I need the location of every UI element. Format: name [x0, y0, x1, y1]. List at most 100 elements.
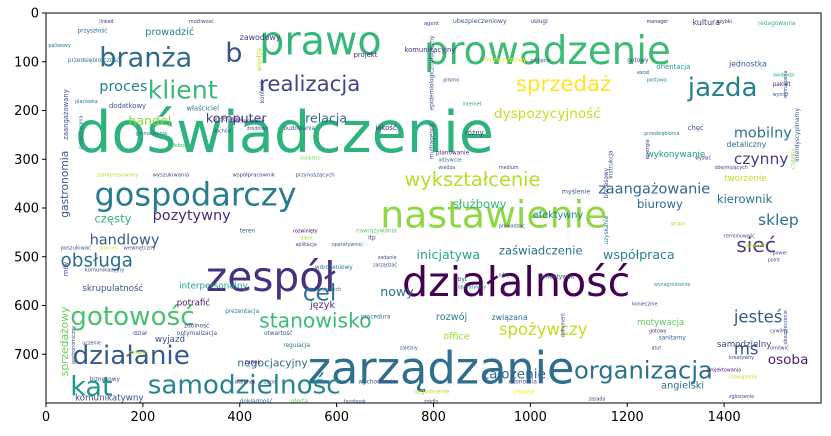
word-35: osoba — [768, 352, 809, 368]
word-1: zarządzanie — [308, 343, 575, 395]
word-106: gromadzenia — [136, 131, 167, 137]
word-91: wyniki — [773, 92, 788, 98]
word-167: dane — [300, 236, 312, 242]
word-89: pakiet — [773, 82, 792, 88]
word-164: współpracownik — [232, 171, 275, 178]
word-136: prezentacja — [225, 309, 259, 315]
x-tick-label-0: 0 — [42, 410, 50, 425]
word-51: prowadzić — [145, 26, 194, 38]
word-189: uzyskanie — [604, 215, 610, 244]
word-52: zawodowy — [240, 33, 281, 42]
word-30: proces — [99, 79, 147, 95]
word-83: agent — [424, 21, 439, 27]
word-59: komunikatywny — [75, 394, 143, 404]
word-42: współpraca — [603, 247, 675, 262]
word-94: przedsiębiorca — [644, 131, 679, 137]
word-112: internet — [463, 102, 482, 108]
word-44: zaświadczenie — [499, 243, 583, 257]
y-tick-label-2: 200 — [14, 104, 39, 119]
word-32: czynny — [734, 150, 789, 168]
word-70: orientacja — [656, 63, 690, 71]
word-138: optymalizacja — [177, 331, 218, 337]
word-149: dokładność — [240, 398, 273, 405]
word-195: ubezpieczenie — [783, 310, 789, 344]
word-0: doświadczenie — [75, 100, 494, 166]
word-105: osobisty — [300, 155, 320, 161]
word-96: obejmujących — [714, 165, 747, 171]
word-178: dokument — [560, 313, 566, 337]
word-187: logiczny — [430, 35, 436, 59]
word-128: wdrożeniowy — [315, 265, 353, 271]
word-84: manager — [647, 19, 669, 25]
word-114: projektowania — [707, 367, 741, 373]
word-17: realizacja — [259, 72, 360, 97]
word-4: nastawienie — [380, 193, 607, 237]
word-161: wewnętrzny — [124, 245, 156, 251]
word-80: możliwość — [189, 18, 214, 25]
word-87: podjęcie — [530, 58, 550, 64]
word-18: stanowisko — [259, 308, 371, 332]
word-141: rynek — [245, 360, 262, 366]
word-146: ekonomia — [509, 380, 538, 386]
word-184: kontakt — [260, 81, 266, 104]
word-113: plismo — [443, 77, 459, 83]
word-48: częsty — [94, 212, 131, 226]
word-107: placówka — [75, 98, 98, 105]
y-tick-label-7: 700 — [14, 348, 39, 363]
word-60: angielski — [661, 380, 704, 391]
word-50: rozwój — [436, 311, 467, 323]
x-tick-label-7: 1400 — [708, 410, 741, 425]
word-47: służbowy — [453, 197, 507, 211]
x-tick-label-5: 1000 — [514, 410, 547, 425]
word-97: jakość — [374, 124, 396, 132]
word-173: używanie — [744, 243, 767, 249]
y-tick-label-5: 500 — [14, 250, 39, 265]
word-45: biurowy — [637, 197, 683, 211]
word-127: operatywny — [458, 284, 487, 290]
word-116: zgłoszenie — [729, 394, 754, 400]
word-191: energia — [645, 139, 651, 159]
word-118: cywilny — [770, 328, 788, 334]
word-180: sprzedażowy — [58, 307, 71, 376]
word-130: zarządzać — [373, 262, 397, 269]
word-31: sklep — [758, 211, 799, 229]
word-160: sukces — [99, 245, 117, 251]
word-110: wiedza — [438, 165, 455, 171]
x-tick-label-1: 200 — [130, 410, 155, 425]
word-152: źródło — [424, 398, 439, 405]
word-169: operatywnoć — [332, 241, 363, 248]
word-3: prowadzenie — [424, 29, 671, 74]
word-140: regulacja — [283, 343, 310, 349]
word-6: prawo — [259, 18, 382, 64]
word-109: odżywcze — [438, 158, 461, 164]
word-5: zespół — [206, 253, 336, 301]
word-13: organizacja — [574, 357, 713, 385]
word-75: gotowy — [627, 58, 649, 64]
x-axis: 0 200 400 600 800 1000 1200 1400 — [42, 403, 741, 425]
y-tick-label-0: 0 — [31, 7, 39, 22]
y-tick-label-1: 100 — [14, 55, 39, 70]
word-67: tworzenie — [724, 174, 767, 184]
word-27: dyspozycyjność — [494, 106, 601, 122]
word-166: nawiązywania — [356, 228, 397, 234]
word-28: pozytywny — [153, 208, 232, 224]
word-41: kierownik — [717, 192, 773, 206]
word-101: budowania — [283, 126, 315, 132]
word-170: prowadząc — [499, 224, 525, 230]
word-11: branża — [99, 43, 192, 74]
word-132: rozwinięty — [293, 228, 318, 234]
word-145: zależny — [400, 345, 418, 351]
word-147: zmiana — [513, 389, 535, 395]
word-66: wykonywanie — [647, 150, 706, 160]
word-154: dział — [133, 331, 147, 337]
word-165: przynoszących — [295, 172, 334, 178]
word-69: jednostka — [728, 60, 767, 69]
word-85: szybki — [717, 19, 732, 25]
word-73: redagowania — [758, 21, 796, 27]
word-104: dobro — [172, 143, 186, 149]
word-117: kreatywny — [729, 355, 754, 361]
word-126: byt — [458, 277, 468, 283]
word-82: paliwowy — [48, 43, 70, 49]
word-68: detaliczny — [727, 140, 767, 149]
